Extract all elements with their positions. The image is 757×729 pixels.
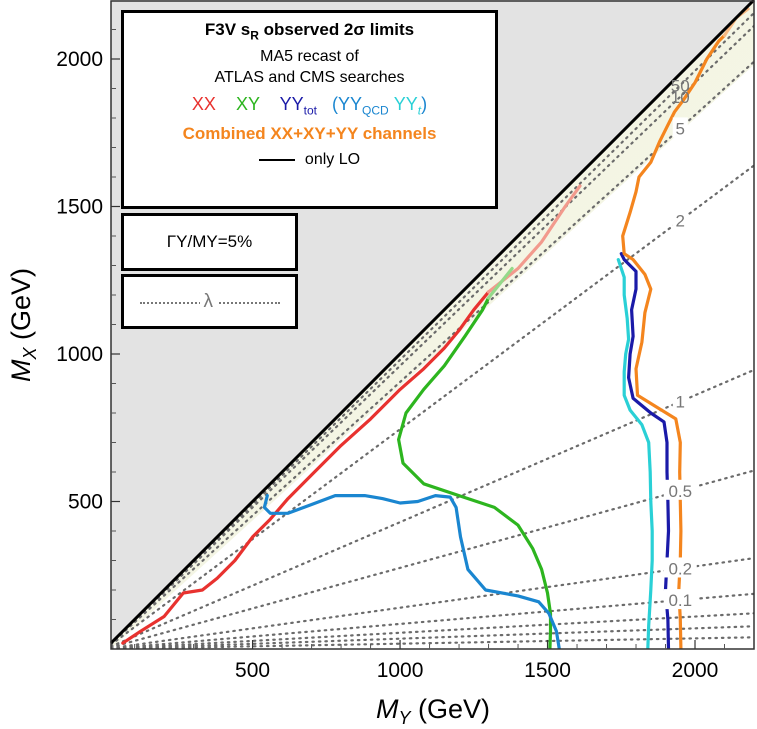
y-tick-label: 1000	[56, 343, 103, 366]
lambda-symbol: λ	[199, 277, 217, 326]
lambda-label-bg	[672, 209, 688, 230]
diagonal-line	[109, 0, 756, 645]
legend-close-paren: )	[421, 94, 428, 115]
curve-combined	[621, 33, 727, 649]
y-axis-title: MX (GeV)	[6, 268, 40, 382]
lambda-line	[111, 368, 754, 648]
lambda-label-bg	[663, 479, 697, 500]
curve-xx	[121, 290, 491, 645]
curve-xy	[397, 296, 553, 649]
lambda-label-bg	[672, 117, 688, 138]
x-axis-title: MY (GeV)	[376, 694, 490, 728]
lambda-label: 0.1	[668, 591, 692, 610]
lambda-label: 1	[676, 393, 685, 412]
lambda-line	[111, 60, 754, 645]
curve-yy-qcd	[262, 494, 561, 649]
legend-open-paren: (	[332, 94, 339, 115]
x-tick-label: 2000	[672, 659, 719, 682]
y-tick-label: 1500	[56, 196, 103, 219]
legend-line-2: ATLAS and CMS searches	[214, 69, 405, 87]
y-tick-label: 2000	[56, 48, 103, 71]
lambda-line	[111, 24, 754, 645]
lo-line-swatch	[258, 158, 295, 161]
lambda-contours	[111, 11, 754, 649]
lambda-label-bg	[663, 589, 697, 610]
x-tick-label: 1500	[524, 659, 571, 682]
width-box: ΓY/MY=5%	[121, 213, 298, 271]
legend-yyqcd: YYQCD	[338, 94, 389, 118]
lambda-legend-box: λ	[121, 274, 298, 329]
x-tick-label: 500	[235, 659, 270, 682]
legend-channels: XX XY YYtot (YYQCD YYt)	[124, 92, 495, 123]
lambda-label-bg	[663, 557, 697, 578]
x-tick-label: 1000	[377, 659, 424, 682]
width-label: ΓY/MY=5%	[166, 232, 253, 251]
lambda-label: 0.2	[668, 559, 692, 578]
curve-xx-faded	[486, 184, 582, 294]
legend-line-1: MA5 recast of	[260, 48, 359, 66]
lambda-label: 5	[676, 119, 685, 138]
axis-ticks: 500 1000 1500 2000 500 1000 1500 2000	[56, 29, 726, 682]
legend-box: F3V sR observed 2σ limits MA5 recast of …	[121, 10, 498, 209]
lambda-label: 2	[676, 211, 685, 230]
legend-only-lo: only LO	[124, 148, 495, 172]
curve-xy-faded	[486, 266, 514, 300]
limit-curves	[121, 7, 750, 649]
legend-yytot: YYtot	[279, 94, 317, 118]
lambda-label-bg	[672, 390, 688, 411]
lambda-label: 50	[671, 76, 690, 95]
legend-title: F3V sR observed 2σ limits	[204, 20, 415, 43]
legend-xx: XX	[191, 94, 216, 115]
lambda-line	[111, 11, 754, 645]
legend-combined: Combined XX+XY+YY channels	[182, 123, 437, 143]
lambda-label: 0.5	[668, 482, 692, 501]
curve-yy-t	[616, 258, 654, 649]
y-tick-label: 500	[68, 491, 103, 514]
lambda-line	[111, 557, 754, 649]
lambda-label: 10	[671, 88, 690, 107]
legend-yyt: YYt	[393, 94, 422, 118]
lambda-line	[111, 469, 754, 649]
legend-xy: XY	[235, 94, 260, 115]
